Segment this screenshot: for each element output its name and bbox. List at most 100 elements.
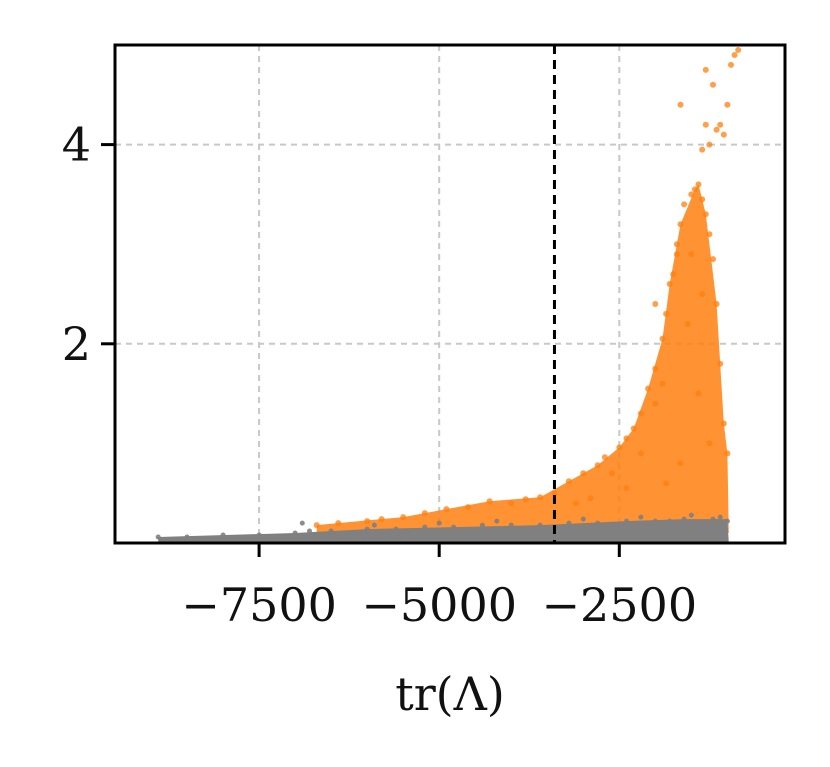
- density-fill: [158, 184, 729, 543]
- orange-point-28: [681, 201, 688, 208]
- orange-point-1: [335, 520, 342, 527]
- gray-point-5: [307, 528, 312, 534]
- gray-point-0: [155, 534, 161, 540]
- orange-point-32: [699, 196, 706, 203]
- orange-point-50: [731, 52, 738, 58]
- orange-point-49: [728, 61, 734, 68]
- gray-point-27: [688, 512, 694, 518]
- gray-point-29: [667, 518, 673, 524]
- x-tick-label-1: −5000: [361, 578, 517, 632]
- orange-point-16: [601, 454, 608, 461]
- orange-point-4: [400, 514, 407, 521]
- orange-point-55: [609, 470, 616, 477]
- orange-point-45: [677, 101, 684, 108]
- orange-point-21: [645, 385, 652, 392]
- orange-point-33: [702, 211, 709, 218]
- orange-point-8: [486, 498, 493, 505]
- x-axis-label: tr(Λ): [395, 667, 505, 721]
- scatter-points: [155, 47, 742, 540]
- gray-point-22: [371, 522, 377, 528]
- orange-point-29: [688, 191, 695, 198]
- orange-point-46: [724, 101, 731, 108]
- x-tick-label-2: −2500: [541, 578, 697, 632]
- orange-point-59: [684, 320, 691, 327]
- y-tick-label-0: 2: [62, 317, 91, 371]
- orange-point-58: [670, 271, 677, 278]
- orange-point-18: [623, 435, 630, 442]
- orange-point-13: [565, 478, 572, 485]
- plot-frame: [113, 43, 787, 545]
- grid-lines: [115, 45, 785, 543]
- gray-density-area: [158, 519, 729, 543]
- orange-point-47: [720, 131, 727, 138]
- orange-point-57: [652, 301, 659, 307]
- orange-point-30: [691, 186, 698, 193]
- gray-point-28: [717, 514, 723, 520]
- orange-point-39: [724, 450, 731, 457]
- orange-point-5: [421, 510, 428, 517]
- orange-point-25: [666, 281, 673, 287]
- gray-point-23: [436, 520, 442, 526]
- orange-point-40: [713, 126, 720, 133]
- orange-point-0: [313, 522, 320, 529]
- orange-point-37: [717, 360, 724, 367]
- orange-point-35: [710, 256, 716, 263]
- gray-point-9: [422, 524, 428, 530]
- gray-point-10: [451, 524, 457, 530]
- orange-density-area: [316, 184, 729, 533]
- gray-point-12: [508, 522, 514, 528]
- gray-point-26: [638, 514, 644, 520]
- gray-point-16: [624, 518, 629, 524]
- orange-point-52: [702, 66, 709, 73]
- orange-point-26: [673, 251, 680, 258]
- axis-ticks: −7500 −5000 −2500 2 4: [62, 118, 697, 632]
- orange-point-27: [677, 221, 684, 228]
- orange-point-69: [673, 241, 680, 248]
- orange-point-38: [720, 420, 727, 427]
- gray-point-7: [364, 526, 370, 532]
- orange-point-42: [702, 121, 709, 128]
- orange-point-61: [706, 440, 713, 447]
- gray-point-15: [595, 520, 601, 526]
- orange-point-41: [717, 121, 724, 128]
- orange-point-3: [378, 516, 385, 523]
- gray-point-14: [566, 520, 572, 526]
- orange-point-2: [364, 518, 371, 525]
- orange-point-62: [677, 460, 684, 467]
- y-tick-label-1: 4: [62, 118, 91, 172]
- orange-point-15: [594, 462, 601, 469]
- orange-point-36: [713, 301, 720, 307]
- orange-point-19: [630, 425, 637, 432]
- orange-point-6: [443, 506, 450, 513]
- orange-point-51: [735, 47, 742, 53]
- orange-point-68: [699, 291, 706, 297]
- orange-point-54: [637, 450, 644, 457]
- orange-point-53: [652, 400, 659, 407]
- gray-point-6: [328, 528, 334, 534]
- orange-point-43: [706, 141, 713, 148]
- orange-point-22: [652, 365, 659, 372]
- orange-point-65: [587, 495, 594, 502]
- orange-point-14: [580, 470, 587, 477]
- orange-point-64: [623, 485, 630, 492]
- orange-point-12: [551, 490, 558, 497]
- gray-point-3: [256, 532, 262, 538]
- orange-point-24: [663, 310, 670, 317]
- orange-point-67: [688, 251, 695, 258]
- orange-point-60: [695, 390, 702, 397]
- orange-point-23: [659, 335, 666, 342]
- orange-point-44: [699, 146, 706, 153]
- orange-point-11: [537, 494, 544, 501]
- orange-point-9: [508, 500, 515, 507]
- gray-point-24: [494, 518, 500, 524]
- orange-point-56: [659, 380, 666, 387]
- gray-point-21: [299, 520, 305, 526]
- gray-point-20: [724, 518, 730, 524]
- gray-point-17: [652, 518, 658, 524]
- orange-point-20: [637, 410, 644, 417]
- orange-point-17: [616, 444, 623, 451]
- orange-point-10: [522, 496, 529, 503]
- orange-point-66: [573, 500, 580, 507]
- gray-point-25: [580, 516, 586, 522]
